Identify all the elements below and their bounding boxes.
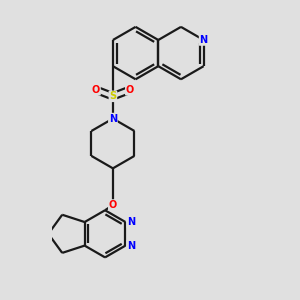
Text: N: N <box>127 217 135 227</box>
Text: N: N <box>127 241 135 250</box>
Text: S: S <box>109 91 116 101</box>
Text: O: O <box>126 85 134 95</box>
Text: O: O <box>92 85 100 95</box>
Text: O: O <box>109 200 117 210</box>
Text: N: N <box>200 35 208 45</box>
Text: N: N <box>109 114 117 124</box>
